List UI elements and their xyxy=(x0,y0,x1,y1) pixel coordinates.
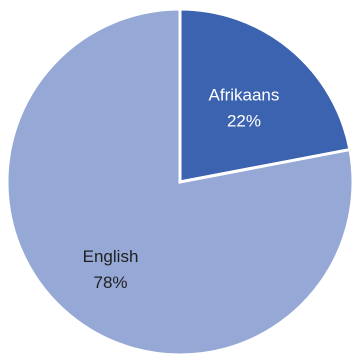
slice-label-english: English xyxy=(83,247,139,266)
pie-slice-english xyxy=(5,7,353,357)
pie-slices xyxy=(5,7,353,357)
slice-label-afrikaans: Afrikaans xyxy=(209,86,280,105)
slice-value-english: 78% xyxy=(94,273,128,292)
pie-slice-afrikaans xyxy=(178,7,352,184)
pie-labels: Afrikaans 22% English 78% xyxy=(83,86,280,292)
slice-value-afrikaans: 22% xyxy=(227,112,261,131)
